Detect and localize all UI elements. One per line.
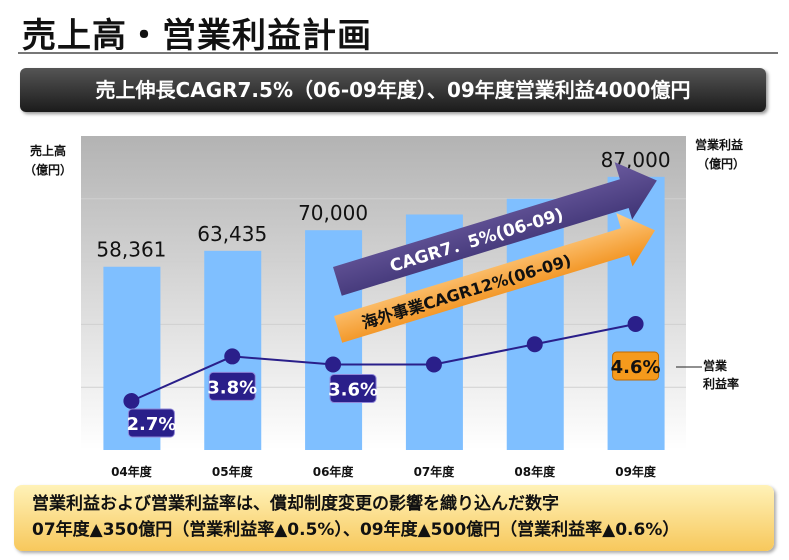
margin-label-box <box>208 371 256 401</box>
x-tick-label: 07年度 <box>414 464 456 479</box>
footnote-box: 営業利益および営業利益率は、償却制度変更の影響を織り込んだ数字 07年度▲350… <box>14 485 774 551</box>
y-axis-left-label: 売上高 <box>30 143 66 158</box>
y-axis-left-unit: （億円） <box>24 162 72 177</box>
margin-label: 4.6% <box>611 357 661 378</box>
y-axis-right-unit: （億円） <box>697 156 745 171</box>
footnote-line-1: 営業利益および営業利益率は、償却制度変更の影響を織り込んだ数字 <box>32 494 559 514</box>
x-tick-label: 08年度 <box>514 464 556 479</box>
margin-point <box>224 348 241 365</box>
x-tick-label: 05年度 <box>212 464 254 479</box>
x-tick-label: 09年度 <box>615 464 657 479</box>
margin-label: 2.7% <box>126 414 176 435</box>
page-title: 売上高・営業利益計画 <box>22 16 372 56</box>
line-series-label-2: 利益率 <box>703 376 739 391</box>
x-tick-label: 04年度 <box>111 464 153 479</box>
plot-area <box>81 136 686 450</box>
x-tick-label: 06年度 <box>313 464 355 479</box>
bar-value-label: 63,435 <box>197 222 267 246</box>
margin-point <box>325 356 342 373</box>
margin-point <box>123 393 140 409</box>
margin-label: 3.8% <box>207 377 257 398</box>
title-divider <box>18 52 778 54</box>
margin-point <box>425 356 442 373</box>
bar-value-label: 70,000 <box>298 201 368 225</box>
margin-label: 3.6% <box>328 380 378 401</box>
bar <box>607 176 665 450</box>
bar-value-label: 87,000 <box>601 148 671 172</box>
line-series-label: 営業 <box>703 358 728 373</box>
margin-label-box <box>612 351 660 381</box>
margin-line <box>131 323 636 402</box>
sales-profit-chart: 58,361 63,435 70,000 87,000 04年度 05年度 06年度 07年… <box>24 136 745 479</box>
y-axis-right-label: 営業利益 <box>695 137 743 152</box>
margin-label-box <box>127 408 175 438</box>
margin-point <box>627 316 644 332</box>
footnote-line-2: 07年度▲350億円（営業利益率▲0.5%）、09年度▲500億円（営業利益率▲… <box>32 520 680 540</box>
headline-banner: 売上伸長CAGR7.5%（06-09年度）、09年度営業利益4000億円 <box>20 68 766 112</box>
margin-point <box>526 336 543 353</box>
bar-value-label: 58,361 <box>96 238 166 262</box>
margin-label-box <box>329 374 377 404</box>
